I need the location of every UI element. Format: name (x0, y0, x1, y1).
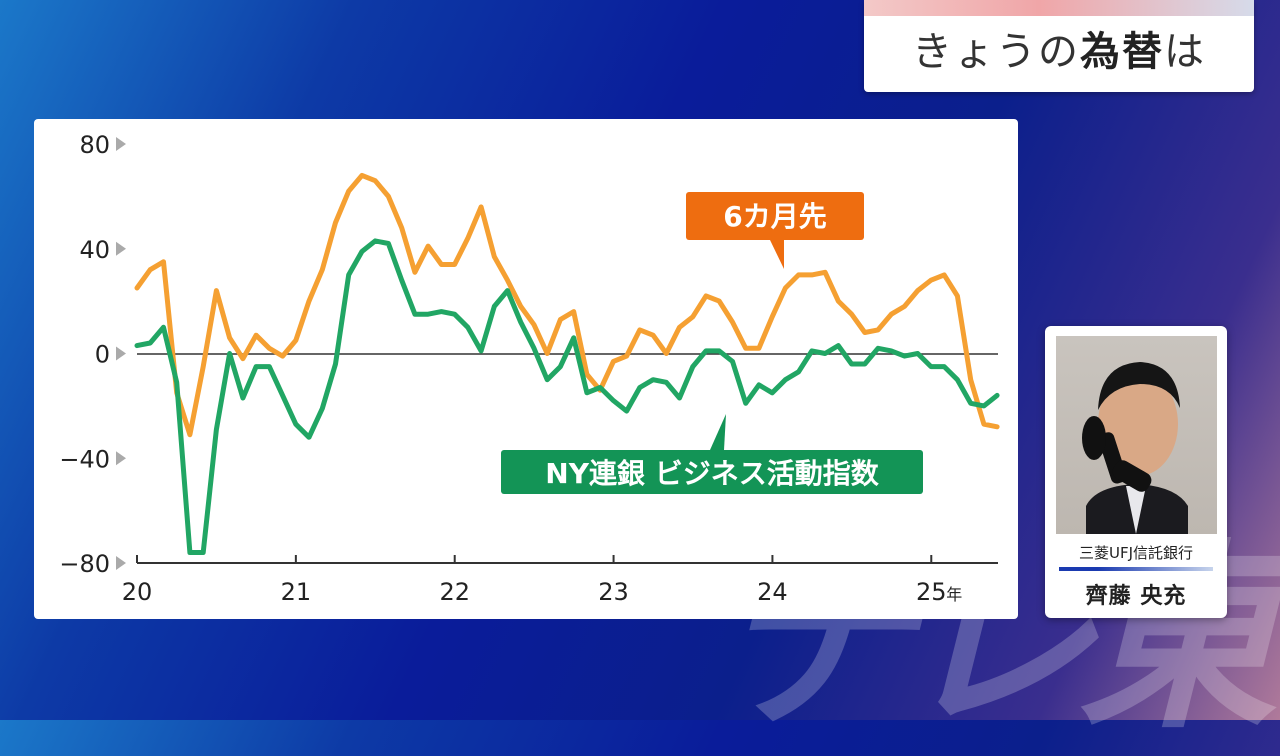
ny-index-series-line (134, 238, 1000, 555)
x-axis-ticks: 20 21 22 23 24 25 年 (122, 555, 962, 606)
speaker-photo (1056, 336, 1217, 534)
x-tick-label: 24 (757, 578, 788, 606)
six-month-callout-box (686, 192, 864, 240)
y-tick-marker (116, 241, 126, 256)
segment-title: きょうの為替は (864, 16, 1254, 88)
y-tick-marker (116, 137, 126, 151)
ny-index-callout: NY連銀 ビジネス活動指数 (501, 414, 923, 494)
y-tick-marker (116, 451, 126, 466)
y-tick-label: 80 (79, 131, 110, 159)
y-tick-label: −40 (59, 445, 110, 473)
y-tick-label: 40 (79, 236, 110, 264)
speaker-portrait-illustration (1082, 362, 1188, 534)
x-tick-year-suffix: 年 (946, 585, 962, 604)
ny-index-callout-box (501, 450, 923, 494)
speaker-name: 齊藤 央充 (1085, 584, 1187, 609)
speaker-divider (1059, 567, 1213, 571)
y-axis-ticks: 80 40 0 −40 −80 (59, 131, 126, 578)
y-tick-marker (116, 346, 126, 361)
six-month-series-line (134, 172, 1000, 438)
series-group (134, 172, 1000, 555)
x-tick-label: 25 (916, 578, 947, 606)
ny-index-callout-pointer (710, 414, 726, 450)
segment-title-plain: きょうの (912, 29, 1080, 75)
chart-panel: 80 40 0 −40 −80 20 21 22 23 24 25 年 6カ月先 NY連銀 ビジネス… (34, 119, 1018, 619)
title-accent-stripe (864, 0, 1254, 16)
segment-title-tail: は (1164, 29, 1206, 75)
ny-index-series-label: NY連銀 ビジネス活動指数 (545, 457, 879, 490)
x-tick-label: 23 (598, 578, 629, 606)
six-month-series-label: 6カ月先 (723, 200, 826, 233)
six-month-callout-pointer (770, 240, 784, 269)
segment-title-box: きょうの為替は (864, 0, 1254, 92)
x-tick-label: 21 (281, 578, 312, 606)
x-tick-label: 22 (439, 578, 470, 606)
speaker-organization: 三菱UFJ信託銀行 (1078, 544, 1194, 562)
segment-title-bold: 為替 (1080, 29, 1164, 75)
y-tick-label: 0 (95, 341, 110, 369)
line-chart: 80 40 0 −40 −80 20 21 22 23 24 25 年 6カ月先 NY連銀 ビジネス… (59, 131, 1000, 606)
speaker-card: 三菱UFJ信託銀行 齊藤 央充 (1045, 326, 1227, 618)
y-tick-marker (116, 556, 126, 570)
x-tick-label: 20 (122, 578, 153, 606)
six-month-callout: 6カ月先 (686, 192, 864, 269)
y-tick-label: −80 (59, 550, 110, 578)
